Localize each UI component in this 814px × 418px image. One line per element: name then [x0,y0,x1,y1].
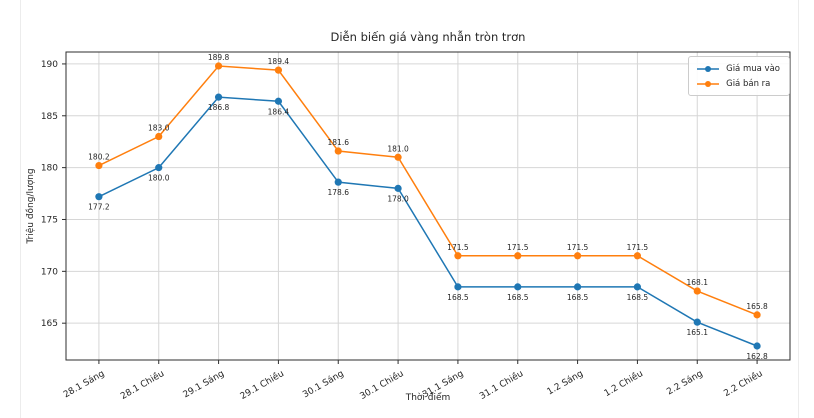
svg-text:178.6: 178.6 [328,188,350,197]
svg-text:185: 185 [41,112,58,122]
chart-title: Diễn biến giá vàng nhẫn tròn trơn [330,30,526,44]
buy-series-marker-icon [696,64,720,74]
legend: Giá mua vào Giá bán ra [688,56,790,96]
svg-text:168.5: 168.5 [627,293,649,302]
svg-text:178.0: 178.0 [387,194,409,203]
y-axis-label: Triệu đồng/lượng [26,168,36,244]
svg-text:190: 190 [41,60,58,70]
legend-label-buy: Giá mua vào [726,63,780,74]
svg-text:183.0: 183.0 [148,124,170,133]
svg-text:171.5: 171.5 [627,243,649,252]
legend-item-sell: Giá bán ra [696,76,780,91]
svg-text:180: 180 [41,164,58,174]
svg-text:168.5: 168.5 [447,293,469,302]
svg-text:175: 175 [41,215,58,225]
svg-text:189.4: 189.4 [268,57,290,66]
svg-text:186.4: 186.4 [268,107,290,116]
panel-edge-right [798,0,799,418]
svg-text:165.1: 165.1 [687,328,709,337]
legend-label-sell: Giá bán ra [726,78,771,89]
sell-series-marker-icon [696,79,720,89]
svg-text:186.8: 186.8 [208,103,230,112]
x-axis-label: Thời điểm [405,393,451,403]
svg-text:181.0: 181.0 [387,144,409,153]
svg-text:180.0: 180.0 [148,174,170,183]
buy-series: 177.2 180.0 186.8 186.4 178.6 178.0 168.5 168.5… [88,93,768,361]
axes-spines [62,51,791,364]
y-tick-labels: 165 170 175 180 185 190 [41,60,58,329]
svg-text:168.1: 168.1 [687,278,709,287]
svg-text:171.5: 171.5 [447,243,469,252]
svg-text:171.5: 171.5 [507,243,529,252]
svg-text:177.2: 177.2 [88,203,110,212]
svg-text:162.8: 162.8 [746,352,768,361]
svg-text:168.5: 168.5 [567,293,589,302]
legend-item-buy: Giá mua vào [696,61,780,76]
svg-text:168.5: 168.5 [507,293,529,302]
svg-text:189.8: 189.8 [208,53,230,62]
panel-edge-left [20,0,21,418]
svg-text:181.6: 181.6 [328,138,350,147]
sell-series: 180.2 183.0 189.8 189.4 181.6 181.0 171.5 171.5… [88,53,768,319]
svg-text:165.8: 165.8 [746,302,768,311]
svg-text:170: 170 [41,267,58,277]
grid-lines [66,52,790,360]
svg-text:165: 165 [41,319,58,329]
svg-text:180.2: 180.2 [88,153,110,162]
svg-text:171.5: 171.5 [567,243,589,252]
